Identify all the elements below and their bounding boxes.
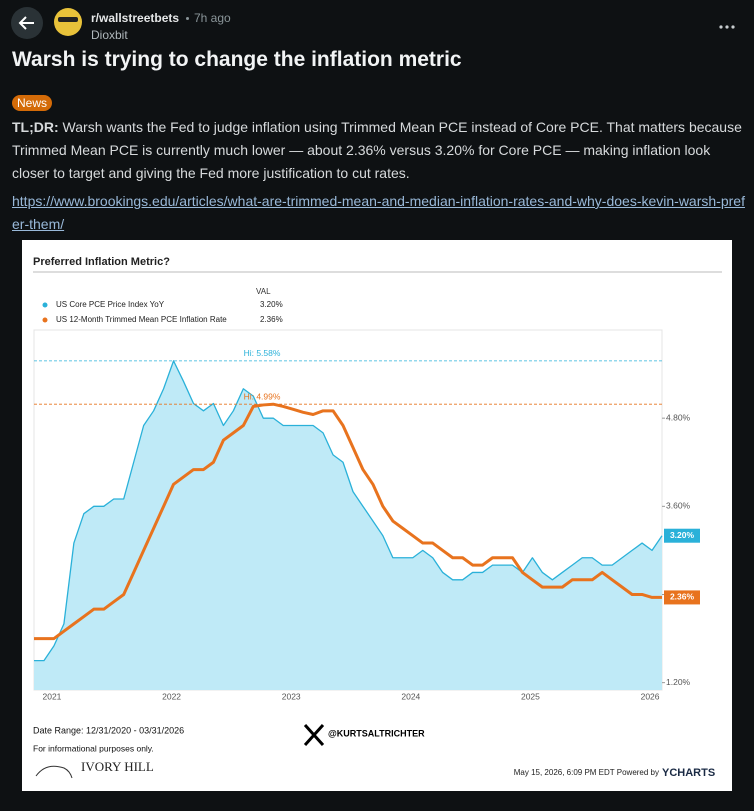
y-tick-label: 4.80%: [666, 412, 691, 422]
brand: IVORY HILL: [81, 759, 154, 774]
legend-name: US 12-Month Trimmed Mean PCE Inflation R…: [56, 315, 227, 324]
timestamp: May 15, 2026, 6:09 PM EDT Powered by: [514, 768, 659, 777]
separator-dot: [186, 17, 189, 20]
legend-name: US Core PCE Price Index YoY: [56, 300, 165, 309]
legend-swatch: [42, 302, 48, 308]
area: [34, 360, 662, 690]
legend-value: 2.36%: [260, 315, 283, 324]
legend-swatch: [42, 317, 48, 323]
disclaimer: For informational purposes only.: [33, 743, 154, 753]
legend-header: VAL: [256, 287, 271, 296]
body-text: Warsh wants the Fed to judge inflation u…: [12, 119, 742, 181]
high-label: Hi: 5.58%: [244, 348, 281, 358]
x-tick-label: 2023: [282, 691, 301, 701]
date-range: Date Range: 12/31/2020 - 03/31/2026: [33, 725, 184, 735]
line: [34, 360, 663, 662]
end-label: 3.20%: [670, 530, 695, 540]
post-title: Warsh is trying to change the inflation …: [12, 48, 462, 71]
x-tick-label: 2022: [162, 691, 181, 701]
high-label: Hi: 4.99%: [244, 391, 281, 401]
source: YCHARTS: [662, 767, 715, 779]
x-tick-label: 2026: [641, 691, 660, 701]
brand-logo: [35, 765, 73, 779]
y-tick-label: 1.20%: [666, 677, 691, 687]
handle: @KURTSALTRICHTER: [328, 728, 425, 738]
x-tick-label: 2024: [401, 691, 420, 701]
flair[interactable]: News: [12, 95, 53, 111]
chart-title: Preferred Inflation Metric?: [33, 256, 170, 268]
end-label-box: [664, 528, 700, 543]
x-logo: [303, 723, 325, 747]
x-tick-label: 2025: [521, 691, 540, 701]
post-link[interactable]: https://www.brookings.edu/articles/what-…: [12, 193, 745, 232]
legend-value: 3.20%: [260, 300, 283, 309]
line: [34, 402, 662, 641]
back-arrow: [18, 16, 34, 30]
post-time: 7h ago: [194, 11, 231, 25]
post-body: TL;DR: Warsh wants the Fed to judge infl…: [12, 116, 742, 185]
end-label-box: [664, 590, 700, 605]
avatar-glasses: [58, 17, 78, 22]
x-tick-label: 2021: [43, 691, 62, 701]
y-tick-label: 3.60%: [666, 501, 691, 511]
end-label: 2.36%: [670, 592, 695, 602]
author[interactable]: Dioxbit: [91, 28, 128, 42]
subreddit[interactable]: r/wallstreetbets: [91, 11, 180, 25]
tldr-label: TL;DR:: [12, 119, 59, 135]
more-menu[interactable]: [719, 25, 735, 29]
